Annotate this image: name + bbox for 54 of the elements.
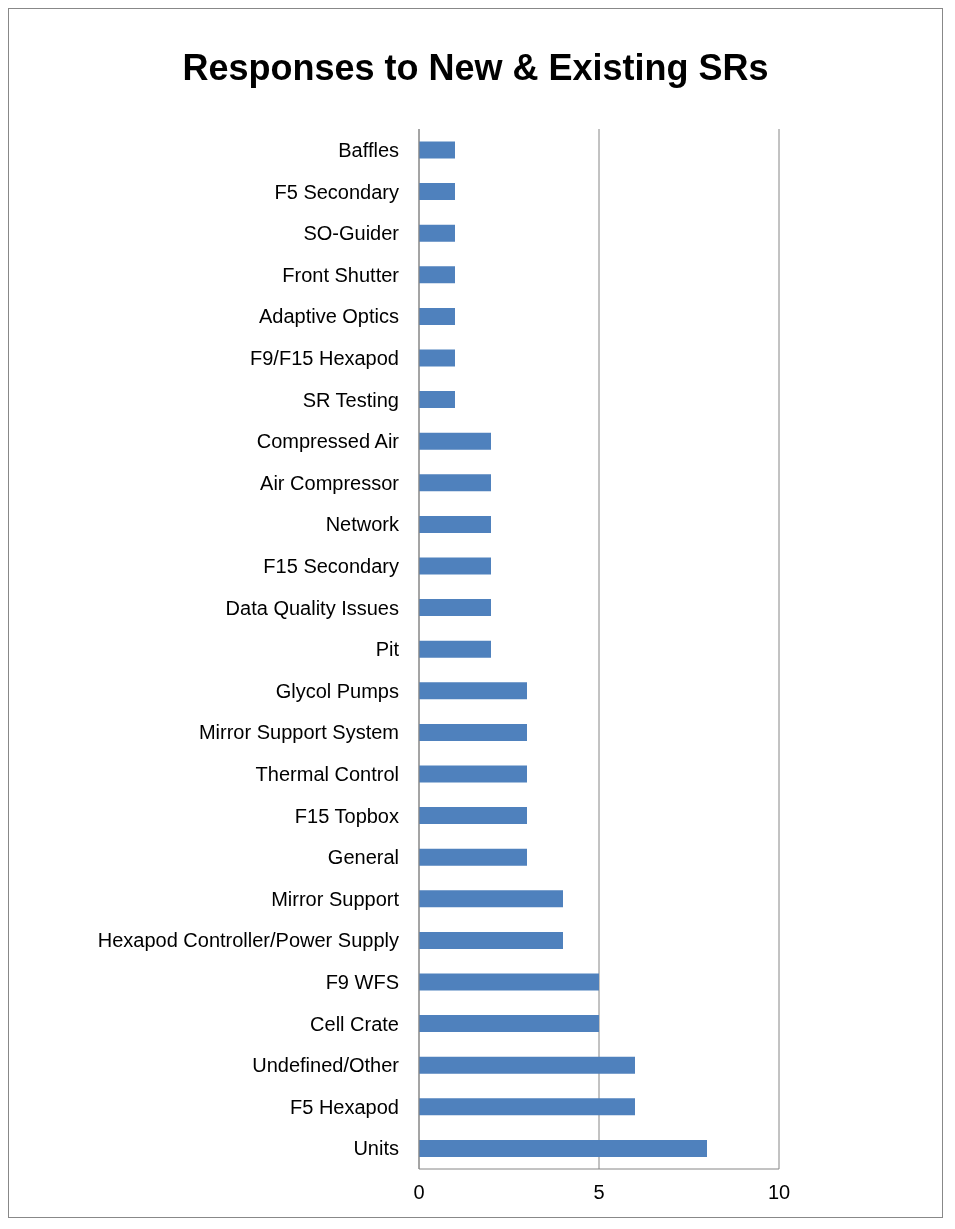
y-tick-label: F9 WFS xyxy=(325,970,399,993)
y-tick-label: Thermal Control xyxy=(255,762,399,785)
x-tick-label: 10 xyxy=(767,1181,791,1204)
bar xyxy=(419,224,455,242)
y-tick-label: Undefined/Other xyxy=(252,1054,400,1077)
y-tick-label: Glycol Pumps xyxy=(275,679,399,702)
bar xyxy=(419,432,491,450)
bar xyxy=(419,391,455,409)
bar xyxy=(419,723,527,741)
y-tick-label: Mirror Support System xyxy=(198,721,399,744)
bar xyxy=(419,557,491,575)
y-tick-label: F5 Hexapod xyxy=(290,1095,399,1118)
y-tick-label: Data Quality Issues xyxy=(225,596,399,619)
y-tick-label: Hexapod Controller/Power Supply xyxy=(97,929,399,952)
bar xyxy=(419,183,455,201)
x-tick-label: 0 xyxy=(413,1181,425,1204)
bar xyxy=(419,682,527,700)
bar xyxy=(419,1056,635,1074)
bar xyxy=(419,515,491,533)
y-tick-label: Compressed Air xyxy=(256,430,400,453)
y-tick-label: F15 Topbox xyxy=(294,804,399,827)
y-tick-label: Network xyxy=(325,513,400,536)
bar xyxy=(419,848,527,866)
y-tick-label: Cell Crate xyxy=(310,1012,399,1035)
bar xyxy=(419,266,455,284)
y-tick-label: Mirror Support xyxy=(271,887,400,910)
x-tick-label: 5 xyxy=(593,1181,605,1204)
bar xyxy=(419,349,455,367)
y-tick-label: Front Shutter xyxy=(282,263,400,286)
bar xyxy=(419,890,563,908)
y-tick-label: F5 Secondary xyxy=(274,180,399,203)
chart-title: Responses to New & Existing SRs xyxy=(181,46,770,90)
bar xyxy=(419,141,455,159)
y-tick-label: Adaptive Optics xyxy=(258,305,399,328)
bar xyxy=(419,599,491,617)
y-tick-label: F9/F15 Hexapod xyxy=(250,346,399,369)
bar xyxy=(419,807,527,825)
bar xyxy=(419,474,491,492)
bar xyxy=(419,307,455,325)
bar xyxy=(419,931,563,949)
y-tick-label: Air Compressor xyxy=(260,471,400,494)
bar xyxy=(419,1098,635,1116)
bar xyxy=(419,765,527,783)
y-tick-label: SO-Guider xyxy=(303,222,400,245)
bar xyxy=(419,640,491,658)
bar xyxy=(419,1139,707,1157)
y-tick-label: F15 Secondary xyxy=(263,554,399,577)
bar xyxy=(419,973,599,991)
y-tick-label: Units xyxy=(353,1137,399,1160)
y-tick-label: General xyxy=(327,846,399,869)
y-tick-label: Pit xyxy=(375,638,400,661)
bar xyxy=(419,1015,599,1033)
y-tick-label: Baffles xyxy=(338,138,399,161)
y-tick-label: SR Testing xyxy=(302,388,399,411)
